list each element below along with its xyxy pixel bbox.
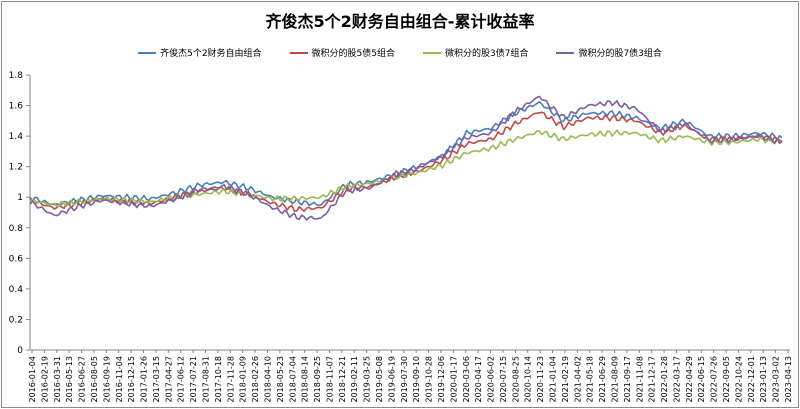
x-tick-label: 2017-10-18 — [214, 356, 223, 403]
x-tick-label: 2022-12-01 — [747, 356, 756, 403]
x-tick-label: 2019-06-19 — [387, 356, 396, 403]
x-tick-label: 2021-06-29 — [598, 356, 607, 403]
x-tick-label: 2020-10-14 — [524, 356, 533, 403]
legend-item: 齐俊杰5个2财务自由组合 — [138, 46, 262, 59]
x-tick-label: 2018-09-25 — [313, 356, 322, 403]
x-tick-label: 2021-08-09 — [610, 356, 619, 403]
x-tick-label: 2020-06-02 — [487, 356, 496, 403]
x-tick-label: 2021-04-02 — [573, 356, 582, 403]
legend-label: 微积分的股7债3组合 — [578, 49, 662, 59]
x-tick-label: 2021-01-04 — [549, 356, 558, 403]
x-tick-label: 2021-05-18 — [586, 356, 595, 403]
series-line-3 — [29, 129, 783, 208]
x-tick-label: 2019-07-30 — [400, 356, 409, 403]
legend-swatch — [556, 51, 575, 54]
x-tick-label: 2020-04-17 — [474, 356, 483, 403]
legend-label: 微积分的股5债5组合 — [311, 49, 395, 59]
y-tick-label: 0.6 — [9, 254, 24, 264]
x-tick-label: 2016-08-05 — [90, 356, 99, 403]
x-tick-label: 2020-03-06 — [462, 356, 471, 403]
x-tick-label: 2019-10-28 — [425, 356, 434, 403]
x-tick-label: 2016-12-15 — [127, 356, 136, 403]
x-tick-label: 2021-02-19 — [561, 356, 570, 403]
x-tick-label: 2022-07-26 — [710, 356, 719, 403]
x-tick-label: 2018-01-09 — [239, 356, 248, 403]
y-tick-label: 0 — [17, 346, 23, 356]
y-tick-label: 1.4 — [9, 132, 24, 142]
x-tick-label: 2018-11-07 — [325, 356, 334, 403]
x-tick-label: 2016-11-04 — [115, 356, 124, 403]
x-tick-label: 2020-01-17 — [449, 356, 458, 403]
series-line-4 — [29, 95, 783, 221]
x-tick-label: 2018-07-04 — [288, 356, 297, 403]
x-tick-label: 2021-12-17 — [648, 356, 657, 403]
legend-swatch — [138, 51, 157, 54]
y-tick-label: 1.2 — [9, 163, 23, 173]
x-tick-label: 2021-11-08 — [635, 356, 644, 403]
x-tick-label: 2018-08-14 — [301, 356, 310, 403]
x-tick-label: 2016-05-13 — [65, 356, 74, 403]
legend-swatch — [423, 51, 441, 54]
x-tick-label: 2019-12-06 — [437, 356, 446, 403]
x-tick-label: 2018-02-26 — [251, 356, 260, 403]
legend-label: 微积分的股3债7组合 — [445, 49, 529, 59]
x-tick-label: 2018-12-21 — [338, 356, 347, 403]
x-tick-label: 2017-08-31 — [202, 356, 211, 403]
x-tick-label: 2022-09-05 — [722, 356, 731, 403]
x-tick-label: 2021-09-17 — [623, 356, 632, 403]
y-tick-label: 0.2 — [9, 315, 23, 325]
x-tick-label: 2022-06-15 — [697, 356, 706, 403]
x-tick-label: 2022-04-29 — [685, 356, 694, 403]
x-tick-label: 2022-10-24 — [734, 356, 743, 403]
legend-item: 微积分的股7债3组合 — [556, 46, 662, 59]
y-tick-label: 1.6 — [9, 102, 24, 112]
x-tick-label: 2020-07-15 — [499, 356, 508, 403]
x-tick-label: 2023-03-02 — [772, 356, 781, 403]
y-tick-label: 0.8 — [9, 224, 24, 234]
x-tick-label: 2023-01-13 — [759, 356, 768, 403]
x-tick-label: 2023-04-13 — [784, 356, 793, 403]
x-tick-label: 2019-02-11 — [350, 356, 359, 403]
x-tick-label: 2017-01-26 — [140, 356, 149, 403]
x-tick-label: 2020-11-23 — [536, 356, 545, 403]
y-tick-label: 1 — [17, 193, 23, 203]
x-tick-label: 2018-05-23 — [276, 356, 285, 403]
legend-item: 微积分的股3债7组合 — [423, 46, 528, 59]
x-tick-label: 2022-01-28 — [660, 356, 669, 403]
x-tick-label: 2020-08-25 — [511, 356, 520, 403]
x-tick-label: 2016-06-27 — [78, 356, 87, 403]
x-tick-label: 2017-03-15 — [152, 356, 161, 403]
x-tick-label: 2017-06-12 — [177, 356, 186, 403]
x-tick-label: 2019-09-10 — [412, 356, 421, 403]
y-tick-label: 0.4 — [9, 285, 24, 295]
legend-swatch — [289, 51, 308, 54]
x-tick-label: 2019-05-08 — [375, 356, 384, 403]
x-tick-label: 2016-09-19 — [102, 356, 111, 403]
x-tick-label: 2017-04-27 — [164, 356, 173, 403]
x-tick-label: 2017-11-28 — [226, 356, 235, 403]
x-tick-label: 2016-01-04 — [28, 356, 37, 403]
y-tick-label: 1.8 — [9, 71, 24, 81]
x-tick-label: 2018-04-10 — [263, 356, 272, 403]
x-tick-label: 2022-03-17 — [672, 356, 681, 403]
x-tick-label: 2016-03-31 — [53, 356, 62, 403]
legend-label: 齐俊杰5个2财务自由组合 — [160, 49, 262, 59]
chart-title: 齐俊杰5个2财务自由组合-累计收益率 — [265, 12, 535, 31]
x-tick-label: 2016-02-19 — [40, 356, 49, 403]
chart-legend: 齐俊杰5个2财务自由组合 微积分的股5债5组合 微积分的股3债7组合 微积分的股7债3… — [0, 46, 800, 59]
x-tick-label: 2017-07-21 — [189, 356, 198, 403]
x-tick-label: 2019-03-25 — [363, 356, 372, 403]
legend-item: 微积分的股5债5组合 — [289, 46, 395, 59]
series-line-1 — [29, 101, 783, 207]
